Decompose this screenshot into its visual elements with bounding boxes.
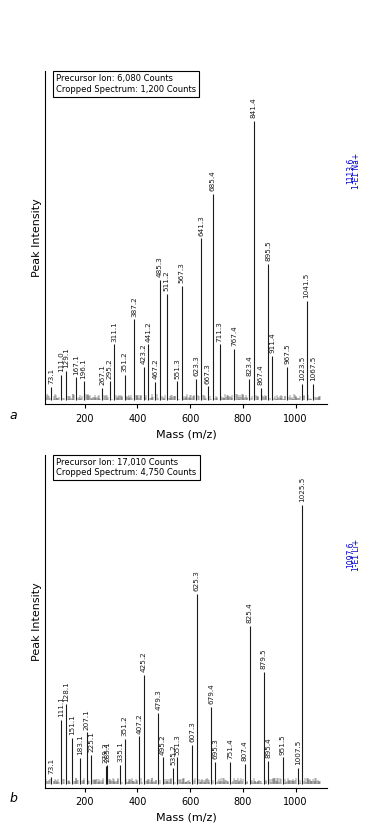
Text: 823.4: 823.4	[246, 355, 252, 376]
Text: 495.2: 495.2	[160, 734, 165, 755]
Text: 711.3: 711.3	[216, 321, 223, 342]
Text: 1097.6: 1097.6	[347, 541, 355, 568]
Text: 911.4: 911.4	[269, 332, 275, 353]
Text: 1-E1 Li+: 1-E1 Li+	[352, 539, 361, 570]
Text: 535.2: 535.2	[170, 744, 176, 765]
Text: 225.1: 225.1	[88, 731, 94, 751]
Text: 551.3: 551.3	[174, 734, 180, 755]
Text: 607.3: 607.3	[189, 721, 195, 742]
Text: 485.3: 485.3	[157, 257, 163, 278]
Text: 111.0: 111.0	[58, 351, 64, 372]
Y-axis label: Peak Intensity: Peak Intensity	[32, 198, 42, 277]
Text: 767.4: 767.4	[231, 325, 237, 346]
Text: 351.2: 351.2	[122, 716, 127, 736]
Text: 73.1: 73.1	[48, 368, 54, 384]
Text: 623.3: 623.3	[193, 355, 199, 376]
Text: 511.2: 511.2	[164, 271, 170, 291]
Text: 625.3: 625.3	[194, 570, 200, 591]
Text: 685.4: 685.4	[210, 170, 216, 191]
Text: 407.2: 407.2	[136, 713, 142, 734]
Text: 1025.5: 1025.5	[299, 476, 305, 502]
Text: 1067.5: 1067.5	[310, 356, 316, 381]
Text: 479.3: 479.3	[155, 689, 162, 710]
Text: 111.1: 111.1	[58, 696, 64, 717]
X-axis label: Mass (m/z): Mass (m/z)	[156, 812, 216, 822]
Text: 1023.5: 1023.5	[299, 356, 305, 381]
Text: 1007.5: 1007.5	[295, 740, 301, 765]
Text: 311.1: 311.1	[111, 321, 117, 342]
Text: 967.5: 967.5	[284, 344, 290, 364]
Text: 867.4: 867.4	[258, 364, 264, 385]
Text: 895.4: 895.4	[265, 737, 271, 758]
Text: 807.4: 807.4	[242, 741, 248, 761]
Text: 73.1: 73.1	[48, 758, 54, 774]
Text: 167.1: 167.1	[73, 354, 79, 374]
Text: 895.5: 895.5	[265, 240, 271, 261]
Text: 467.2: 467.2	[152, 359, 158, 379]
Text: 551.3: 551.3	[174, 358, 180, 379]
Text: 751.4: 751.4	[227, 739, 233, 760]
Text: 128.1: 128.1	[63, 681, 69, 701]
Text: 151.1: 151.1	[69, 715, 75, 735]
Text: 129.1: 129.1	[63, 348, 69, 368]
X-axis label: Mass (m/z): Mass (m/z)	[156, 429, 216, 439]
Text: 1113.6: 1113.6	[347, 158, 355, 184]
Text: Precursor Ion: 6,080 Counts
Cropped Spectrum: 1,200 Counts: Precursor Ion: 6,080 Counts Cropped Spec…	[56, 74, 196, 93]
Text: b: b	[10, 792, 18, 806]
Text: 267.1: 267.1	[99, 364, 105, 385]
Text: 825.4: 825.4	[247, 603, 252, 624]
Text: 207.1: 207.1	[83, 709, 89, 730]
Text: 279.2: 279.2	[103, 742, 109, 763]
Y-axis label: Peak Intensity: Peak Intensity	[32, 582, 42, 661]
Text: 1041.5: 1041.5	[304, 273, 310, 299]
Text: 695.3: 695.3	[212, 739, 218, 760]
Text: 295.2: 295.2	[107, 358, 113, 379]
Text: 183.1: 183.1	[77, 735, 83, 756]
Text: a: a	[10, 409, 17, 422]
Text: 679.4: 679.4	[208, 684, 214, 705]
Text: 841.4: 841.4	[251, 98, 257, 118]
Text: 285.1: 285.1	[104, 741, 110, 762]
Text: 387.2: 387.2	[131, 296, 137, 317]
Text: 641.3: 641.3	[198, 215, 204, 235]
Text: 425.2: 425.2	[141, 651, 147, 672]
Text: 335.1: 335.1	[117, 741, 123, 762]
Text: Precursor Ion: 17,010 Counts
Cropped Spectrum: 4,750 Counts: Precursor Ion: 17,010 Counts Cropped Spe…	[56, 458, 197, 477]
Text: 567.3: 567.3	[178, 263, 185, 283]
Text: 951.5: 951.5	[280, 734, 286, 755]
Text: 196.1: 196.1	[81, 358, 87, 379]
Text: 441.2: 441.2	[145, 321, 151, 342]
Text: 351.2: 351.2	[122, 351, 127, 372]
Text: 879.5: 879.5	[261, 649, 267, 670]
Text: 423.2: 423.2	[140, 344, 147, 364]
Text: 1-E1 Na+: 1-E1 Na+	[352, 153, 361, 189]
Text: 667.3: 667.3	[205, 363, 211, 384]
